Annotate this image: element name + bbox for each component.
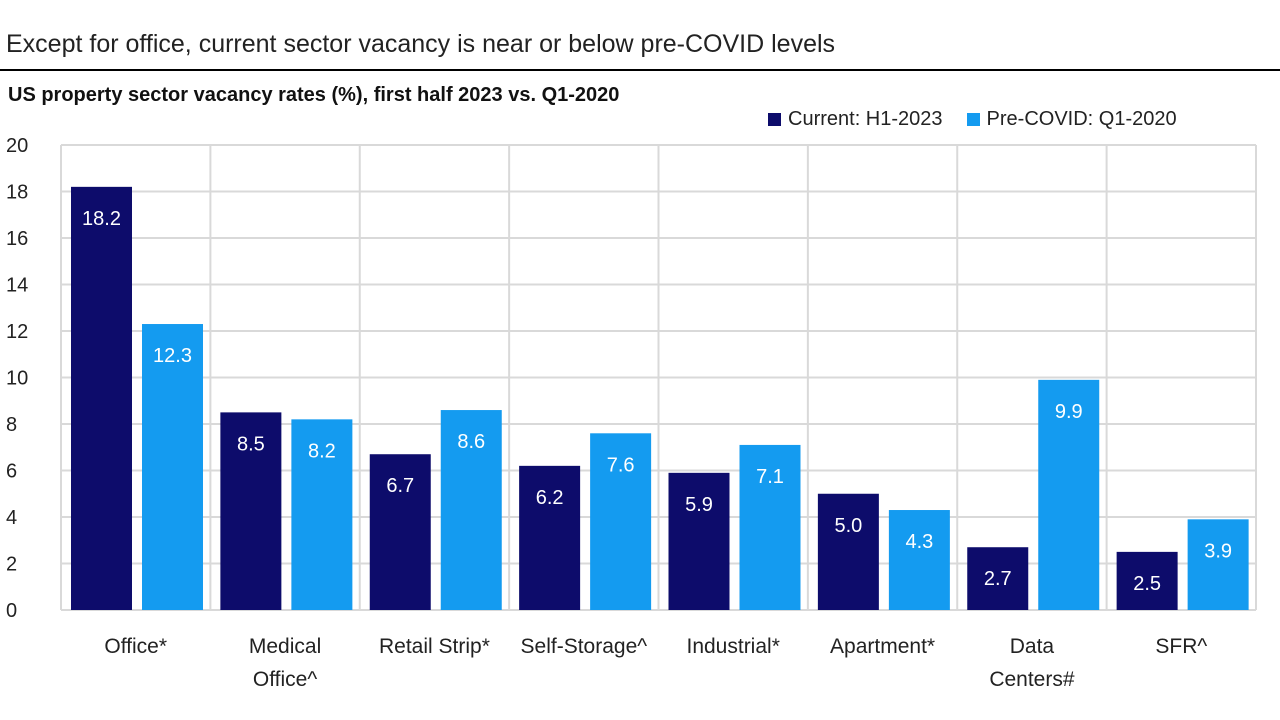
y-tick-label: 0 — [6, 600, 17, 622]
bar-pre-covid — [1187, 519, 1249, 610]
data-label-current: 5.0 — [834, 515, 862, 537]
bar-current — [369, 454, 431, 610]
data-label-current: 6.7 — [386, 475, 414, 497]
bar-current — [817, 493, 879, 610]
x-category-label: SFR^ — [1155, 635, 1207, 658]
bar-pre-covid — [1038, 379, 1100, 610]
legend-label-pre-covid: Pre-COVID: Q1-2020 — [986, 108, 1177, 130]
y-tick-label: 20 — [6, 135, 28, 157]
x-category-label: Apartment* — [830, 635, 935, 658]
y-tick-label: 4 — [6, 507, 17, 529]
data-label-current: 2.7 — [984, 568, 1012, 590]
bar-current — [1116, 551, 1178, 610]
bar-current — [668, 472, 730, 610]
legend-item-pre-covid: Pre-COVID: Q1-2020 — [966, 108, 1177, 131]
x-category-label: Data — [1010, 635, 1055, 658]
data-label-pre-covid: 8.2 — [308, 440, 336, 462]
x-category-label: Industrial* — [686, 635, 779, 658]
legend-swatch-current — [768, 113, 781, 126]
bar-pre-covid — [142, 324, 203, 610]
x-category-label: Self-Storage^ — [521, 635, 648, 658]
headline-divider — [0, 69, 1280, 71]
y-tick-label: 6 — [6, 461, 17, 483]
data-label-current: 18.2 — [82, 208, 121, 230]
bar-pre-covid — [291, 419, 353, 610]
bar-current — [220, 412, 282, 610]
bar-current — [71, 186, 132, 610]
x-category-label: Medical — [249, 635, 321, 658]
data-label-pre-covid: 7.1 — [756, 466, 784, 488]
y-tick-label: 14 — [6, 275, 28, 297]
data-label-pre-covid: 8.6 — [457, 431, 485, 453]
legend-item-current: Current: H1-2023 — [768, 108, 943, 131]
x-category-label: Office^ — [253, 668, 317, 691]
x-category-label: Retail Strip* — [379, 635, 490, 658]
bar-current — [519, 465, 581, 610]
bar-pre-covid — [590, 433, 652, 610]
data-label-pre-covid: 9.9 — [1055, 401, 1083, 423]
y-tick-label: 2 — [6, 554, 17, 576]
data-label-pre-covid: 3.9 — [1204, 540, 1232, 562]
x-category-label: Office* — [104, 635, 167, 658]
data-label-current: 6.2 — [536, 487, 564, 509]
chart-headline: Except for office, current sector vacanc… — [6, 30, 836, 58]
bar-pre-covid — [888, 510, 950, 610]
legend-swatch-pre-covid — [966, 113, 980, 126]
data-label-current: 2.5 — [1133, 573, 1161, 595]
y-tick-label: 10 — [6, 368, 28, 390]
bar-pre-covid — [440, 410, 502, 610]
bar-pre-covid — [739, 444, 801, 610]
data-label-pre-covid: 4.3 — [905, 531, 933, 553]
data-label-current: 5.9 — [685, 494, 713, 516]
y-tick-label: 8 — [6, 414, 17, 436]
chart-legend: Current: H1-2023 Pre-COVID: Q1-2020 — [768, 108, 1177, 131]
data-label-current: 8.5 — [237, 433, 265, 455]
data-label-pre-covid: 7.6 — [607, 454, 635, 476]
bar-current — [967, 547, 1029, 610]
y-tick-label: 18 — [6, 182, 28, 204]
chart-title: US property sector vacancy rates (%), fi… — [8, 84, 620, 106]
legend-label-current: Current: H1-2023 — [788, 108, 943, 130]
x-category-label: Centers# — [989, 668, 1075, 691]
data-label-pre-covid: 12.3 — [153, 345, 192, 367]
y-tick-label: 16 — [6, 228, 28, 250]
y-tick-label: 12 — [6, 321, 28, 343]
